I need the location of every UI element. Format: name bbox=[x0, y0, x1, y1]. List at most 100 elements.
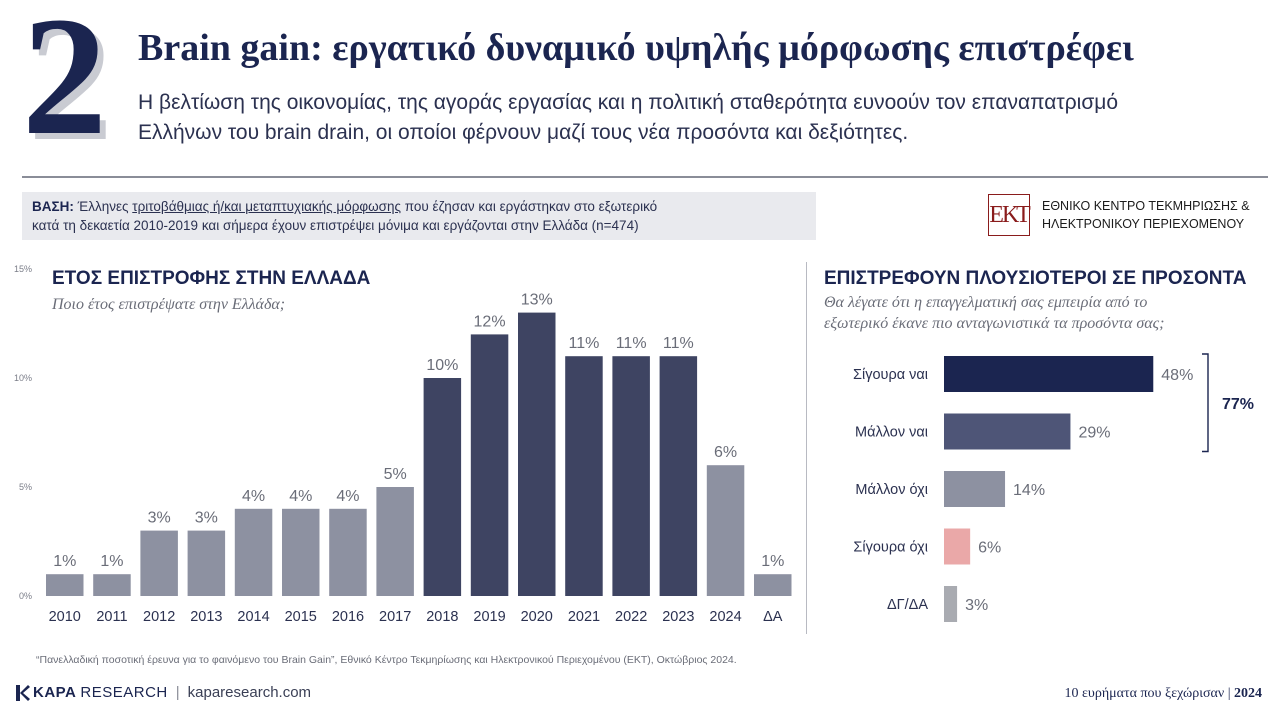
total-bracket bbox=[1202, 353, 1209, 453]
x-tick-label: 2020 bbox=[521, 609, 553, 625]
hbar-1 bbox=[944, 413, 1071, 450]
footer-separator: | bbox=[175, 684, 180, 701]
left-panel-title: ΕΤΟΣ ΕΠΙΣΤΡΟΦΗΣ ΣΤΗΝ ΕΛΛΑΔΑ bbox=[52, 268, 371, 289]
base-text-underlined: τριτοβάθμιας ή/και μεταπτυχιακής μόρφωση… bbox=[132, 199, 402, 214]
org-logo-block: ΕΚΤ ΕΘΝΙΚΟ ΚΕΝΤΡΟ ΤΕΚΜΗΡΙΩΣΗΣ & ΗΛΕΚΤΡΟΝ… bbox=[988, 194, 1250, 236]
bar-value-label: 11% bbox=[569, 335, 600, 352]
bar-value-label: 6% bbox=[714, 444, 737, 461]
bar-value-label: 10% bbox=[426, 357, 458, 374]
section-number-front: 2 bbox=[22, 0, 107, 170]
page-subtitle: Η βελτίωση της οικονομίας, της αγοράς ερ… bbox=[138, 88, 1138, 148]
bar-value-label: 12% bbox=[474, 313, 506, 330]
section-number: 2 2 bbox=[22, 0, 142, 170]
hbar-value-label: 29% bbox=[1078, 425, 1110, 442]
brand-name-kapa: KAPA bbox=[33, 684, 77, 701]
bar-2020 bbox=[518, 312, 556, 596]
hbar-2 bbox=[944, 471, 1006, 507]
kapa-logo-icon bbox=[16, 684, 30, 701]
x-tick-label: 2016 bbox=[332, 609, 364, 625]
org-name-line-2: ΗΛΕΚΤΡΟΝΙΚΟΥ ΠΕΡΙΕΧΟΜΕΝΟΥ bbox=[1042, 217, 1245, 231]
bar-2014 bbox=[234, 508, 273, 596]
bar-2017 bbox=[376, 487, 414, 596]
bar-value-label: 1% bbox=[761, 553, 784, 570]
x-tick-label: 2024 bbox=[709, 609, 741, 625]
base-line-2: κατά τη δεκαετία 2010-2019 και σήμερα έχ… bbox=[32, 218, 639, 233]
org-name-line-1: ΕΘΝΙΚΟ ΚΕΝΤΡΟ ΤΕΚΜΗΡΙΩΣΗΣ & bbox=[1042, 199, 1250, 213]
bar-2022 bbox=[612, 356, 650, 596]
bar-value-label: 4% bbox=[289, 488, 312, 505]
x-tick-label: 2018 bbox=[426, 609, 458, 625]
bar-value-label: 13% bbox=[521, 292, 553, 309]
subtitle-line-2: Ελλήνων του brain drain, οι οποίοι φέρνο… bbox=[138, 121, 909, 144]
bar-2024 bbox=[706, 465, 745, 596]
hbar-0 bbox=[944, 356, 1154, 392]
left-panel-question: Ποιο έτος επιστρέψατε στην Ελλάδα; bbox=[52, 296, 286, 313]
bar-value-label: 3% bbox=[148, 510, 171, 527]
bar-2012 bbox=[140, 530, 178, 596]
hbar-3 bbox=[944, 528, 971, 565]
bracket-total-label: 77% bbox=[1222, 396, 1254, 413]
x-tick-label: 2017 bbox=[379, 609, 411, 625]
brand-name-research: RESEARCH bbox=[80, 684, 168, 701]
series-separator: | bbox=[1227, 686, 1231, 701]
x-tick-label: 2010 bbox=[49, 609, 81, 625]
hbar-4 bbox=[944, 586, 958, 622]
bar-value-label: 4% bbox=[242, 488, 265, 505]
right-panel-title: ΕΠΙΣΤΡΕΦΟΥΝ ΠΛΟΥΣΙΟΤΕΡΟΙ ΣΕ ΠΡΟΣΟΝΤΑ bbox=[824, 268, 1247, 289]
bar-2010 bbox=[46, 574, 84, 596]
x-tick-label: 2012 bbox=[143, 609, 175, 625]
footer-series-label: 10 ευρήματα που ξεχώρισαν | 2024 bbox=[1065, 686, 1262, 702]
bar-value-label: 5% bbox=[384, 466, 407, 483]
x-tick-label: 2019 bbox=[473, 609, 505, 625]
hbar-value-label: 6% bbox=[978, 540, 1001, 557]
skills-chart: Σίγουρα ναι 48% Μάλλον ναι 29% Μάλλον όχι 14%… bbox=[853, 353, 1254, 622]
y-tick-label: 15% bbox=[14, 264, 32, 274]
base-label: ΒΑΣΗ: bbox=[32, 199, 74, 214]
website-link[interactable]: kaparesearch.com bbox=[187, 684, 312, 701]
bar-2015 bbox=[282, 508, 320, 596]
bar-value-label: 3% bbox=[195, 510, 218, 527]
x-tick-label: 2022 bbox=[615, 609, 647, 625]
bar-2016 bbox=[329, 508, 367, 596]
y-tick-label: 5% bbox=[19, 482, 32, 492]
x-tick-label: 2015 bbox=[285, 609, 317, 625]
base-text-after: που έζησαν και εργάστηκαν στο εξωτερικό bbox=[404, 199, 658, 214]
bar-ΔΑ bbox=[754, 574, 792, 596]
series-title: 10 ευρήματα που ξεχώρισαν bbox=[1064, 686, 1225, 701]
year-return-chart: 0% 5% 10% 15% 1% 2010 1% 2011 3% 2012 3% 2013 4% 2014… bbox=[14, 264, 792, 625]
page-title: Brain gain: εργατικό δυναμικό υψηλής μόρ… bbox=[138, 27, 1134, 69]
category-label: Σίγουρα ναι bbox=[853, 367, 928, 383]
bar-2013 bbox=[187, 530, 226, 596]
subtitle-line-1: Η βελτίωση της οικονομίας, της αγοράς ερ… bbox=[138, 91, 1119, 114]
section-number-shadow: 2 bbox=[28, 0, 113, 176]
base-info-box: ΒΑΣΗ: Έλληνες τριτοβάθμιας ή/και μεταπτυ… bbox=[22, 192, 816, 240]
bar-value-label: 4% bbox=[336, 488, 359, 505]
bar-2018 bbox=[423, 378, 462, 596]
category-label: Σίγουρα όχι bbox=[853, 540, 928, 556]
right-question-line-1: Θα λέγατε ότι η επαγγελματική σας εμπειρ… bbox=[824, 294, 1148, 311]
bar-2023 bbox=[659, 356, 698, 596]
ekt-logo: ΕΚΤ bbox=[988, 194, 1031, 236]
series-year: 2024 bbox=[1234, 686, 1262, 701]
bar-value-label: 11% bbox=[663, 335, 694, 352]
footer-brand: KAPA RESEARCH | kaparesearch.com bbox=[16, 684, 311, 701]
x-tick-label: 2021 bbox=[568, 609, 600, 625]
panel-divider bbox=[806, 262, 807, 634]
header-divider bbox=[22, 176, 1268, 178]
base-line-1: ΒΑΣΗ: Έλληνες τριτοβάθμιας ή/και μεταπτυ… bbox=[32, 197, 806, 216]
bar-value-label: 1% bbox=[100, 553, 123, 570]
x-tick-label: 2013 bbox=[190, 609, 222, 625]
org-name: ΕΘΝΙΚΟ ΚΕΝΤΡΟ ΤΕΚΜΗΡΙΩΣΗΣ & ΗΛΕΚΤΡΟΝΙΚΟΥ… bbox=[1042, 197, 1250, 233]
hbar-value-label: 14% bbox=[1013, 482, 1045, 499]
bar-value-label: 1% bbox=[53, 553, 76, 570]
y-tick-label: 0% bbox=[19, 591, 32, 601]
category-label: Μάλλον όχι bbox=[855, 482, 928, 498]
category-label: ΔΓ/ΔΑ bbox=[887, 597, 928, 613]
right-question-line-2: εξωτερικό έκανε πιο ανταγωνιστικά τα προ… bbox=[824, 315, 1165, 332]
bar-2019 bbox=[470, 334, 509, 596]
x-tick-label: 2023 bbox=[662, 609, 694, 625]
hbar-value-label: 3% bbox=[965, 597, 988, 614]
base-text-before: Έλληνες bbox=[77, 199, 129, 214]
x-tick-label: 2014 bbox=[237, 609, 269, 625]
bar-2011 bbox=[93, 574, 131, 596]
